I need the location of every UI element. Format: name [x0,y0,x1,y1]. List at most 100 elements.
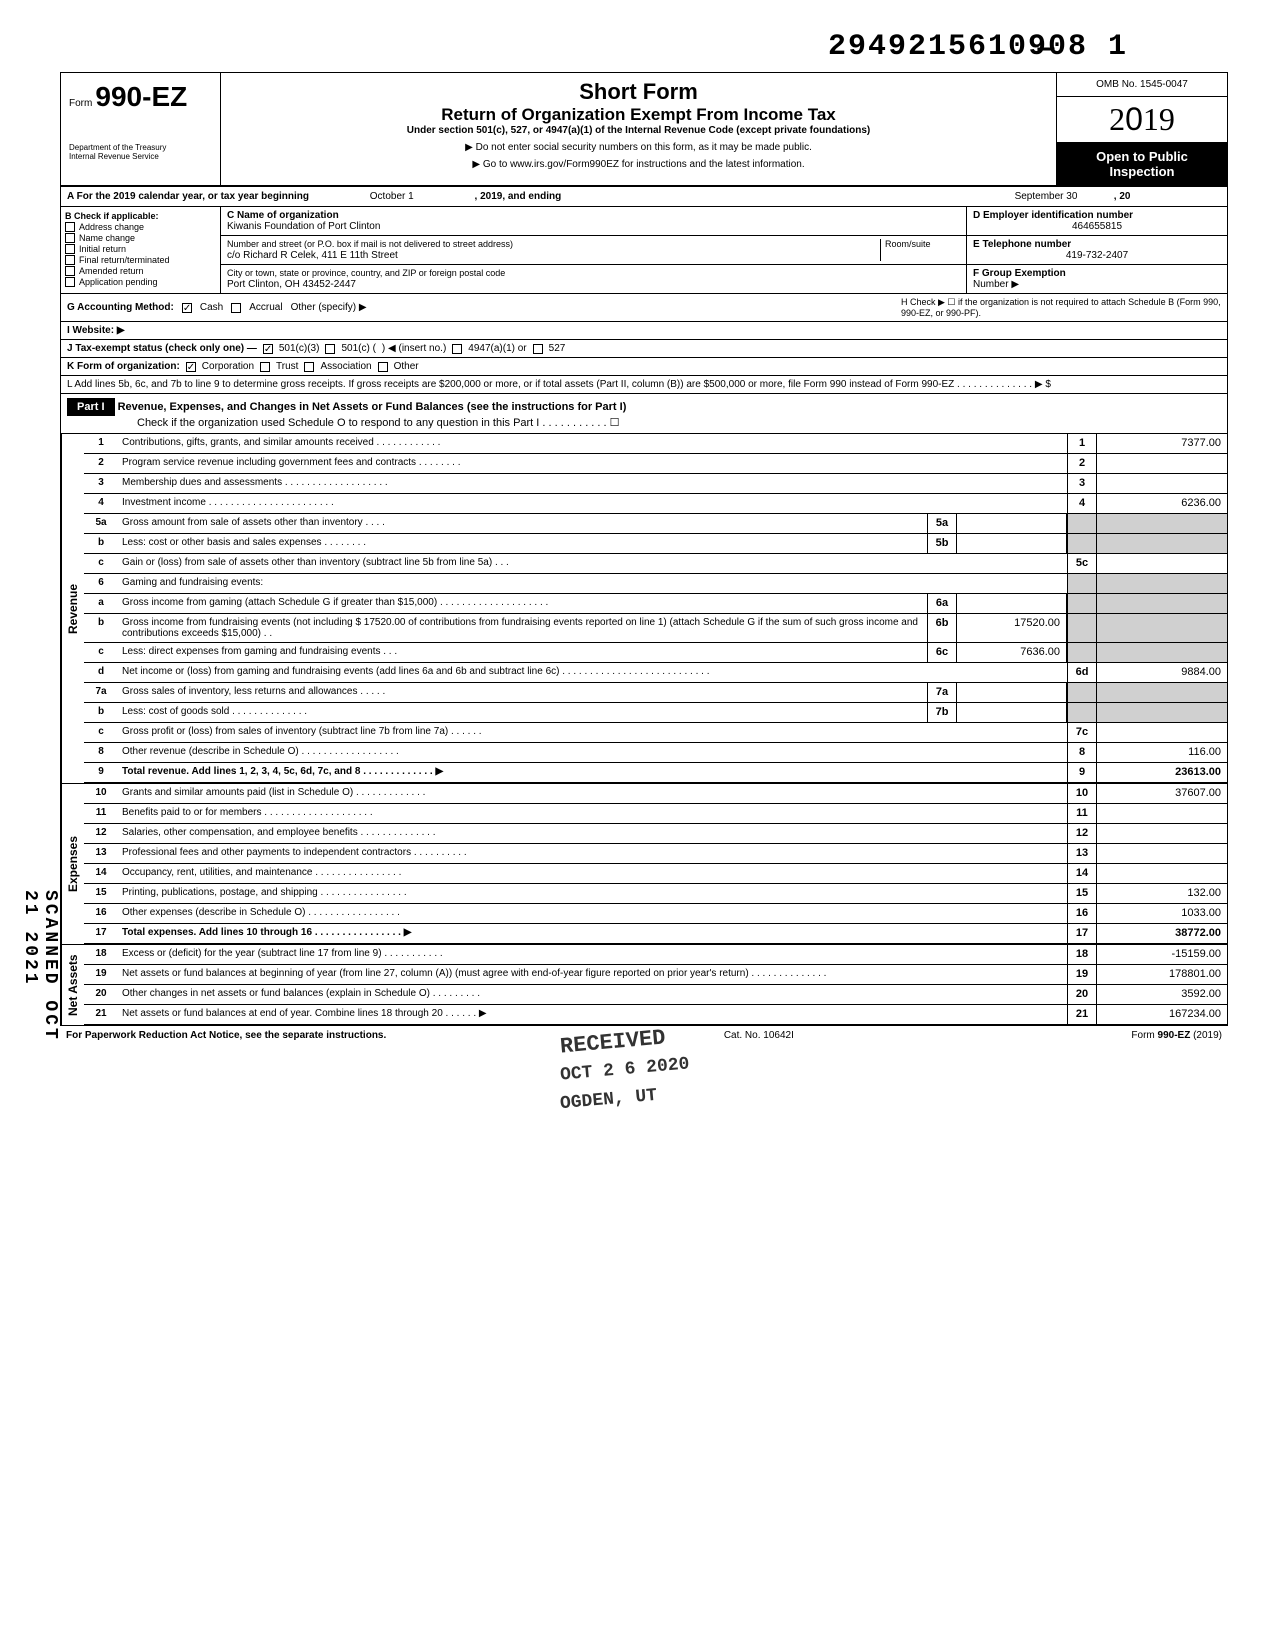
line-9: 9Total revenue. Add lines 1, 2, 3, 4, 5c… [84,763,1227,783]
j-label: J Tax-exempt status (check only one) — [67,343,257,354]
part1-check: Check if the organization used Schedule … [67,417,620,429]
line-c: cGain or (loss) from sale of assets othe… [84,554,1227,574]
mid-val [957,683,1067,702]
org-address: c/o Richard R Celek, 411 E 11th Street [227,250,398,261]
chk-address-change[interactable] [65,222,75,232]
line-num: 16 [84,904,118,923]
line-desc: Investment income . . . . . . . . . . . … [118,494,1067,513]
line-desc: Total expenses. Add lines 10 through 16 … [118,924,1067,943]
g-label: G Accounting Method: [67,302,174,313]
r-val-shaded [1097,514,1227,533]
footer-left: For Paperwork Reduction Act Notice, see … [66,1030,386,1041]
revenue-section: Revenue 1Contributions, gifts, grants, a… [61,434,1227,783]
line-num: 8 [84,743,118,762]
line-6: 6Gaming and fundraising events: [84,574,1227,594]
chk-501c3[interactable] [263,344,273,354]
chk-trust[interactable] [260,362,270,372]
line-17: 17Total expenses. Add lines 10 through 1… [84,924,1227,944]
netassets-label: Net Assets [61,945,84,1025]
r-num: 3 [1067,474,1097,493]
chk-initial-return[interactable] [65,244,75,254]
line-15: 15Printing, publications, postage, and s… [84,884,1227,904]
line-3: 3Membership dues and assessments . . . .… [84,474,1227,494]
open-public-2: Inspection [1063,164,1221,179]
line-a: aGross income from gaming (attach Schedu… [84,594,1227,614]
chk-other-org[interactable] [378,362,388,372]
lb-accrual: Accrual [249,302,282,313]
lb-application-pending: Application pending [79,277,158,287]
line-num: 18 [84,945,118,964]
org-city: Port Clinton, OH 43452-2447 [227,279,356,290]
lb-address-change: Address change [79,222,144,232]
chk-amended[interactable] [65,266,75,276]
mid-num: 5a [927,514,957,533]
r-num-shaded [1067,514,1097,533]
chk-501c[interactable] [325,344,335,354]
dept-treasury: Department of the Treasury [69,143,212,152]
chk-corp[interactable] [186,362,196,372]
r-num-shaded [1067,594,1097,613]
line-13: 13Professional fees and other payments t… [84,844,1227,864]
r-val-shaded [1097,703,1227,722]
line-desc: Gain or (loss) from sale of assets other… [118,554,1067,573]
header: Form 990-EZ Department of the Treasury I… [61,73,1227,187]
r-num: 8 [1067,743,1097,762]
r-num: 20 [1067,985,1097,1004]
chk-accrual[interactable] [231,303,241,313]
col-de: D Employer identification number46465581… [967,207,1227,293]
r-num-shaded [1067,683,1097,702]
chk-name-change[interactable] [65,233,75,243]
line-b: bLess: cost or other basis and sales exp… [84,534,1227,554]
chk-cash[interactable] [182,303,192,313]
line-4: 4Investment income . . . . . . . . . . .… [84,494,1227,514]
line-num: b [84,703,118,722]
line-num: 19 [84,965,118,984]
r-num: 5c [1067,554,1097,573]
i-label: I Website: ▶ [67,325,125,336]
col-b-title: B Check if applicable: [65,211,159,221]
line-desc: Gross profit or (loss) from sales of inv… [118,723,1067,742]
form-990ez: Form 990-EZ Department of the Treasury I… [60,72,1228,1026]
revenue-label: Revenue [61,434,84,783]
mid-val: 7636.00 [957,643,1067,662]
chk-final-return[interactable] [65,255,75,265]
chk-assoc[interactable] [304,362,314,372]
line-desc: Other revenue (describe in Schedule O) .… [118,743,1067,762]
r-val-shaded [1097,594,1227,613]
lb-final-return: Final return/terminated [79,255,170,265]
chk-4947[interactable] [452,344,462,354]
mid-val [957,703,1067,722]
expenses-section: Expenses 10Grants and similar amounts pa… [61,783,1227,944]
chk-527[interactable] [533,344,543,354]
r-num: 6d [1067,663,1097,682]
d-label: D Employer identification number [973,210,1133,221]
r-val-shaded [1097,534,1227,553]
r-num: 18 [1067,945,1097,964]
footer: For Paperwork Reduction Act Notice, see … [60,1026,1228,1045]
form-number: 990-EZ [95,81,187,112]
line-num: a [84,594,118,613]
org-name: Kiwanis Foundation of Port Clinton [227,221,380,232]
line-2: 2Program service revenue including gover… [84,454,1227,474]
r-num: 11 [1067,804,1097,823]
line-desc: Occupancy, rent, utilities, and maintena… [118,864,1067,883]
r-val-shaded [1097,643,1227,662]
tax-year-end: September 30 [981,191,1111,202]
title-cell: Short Form Return of Organization Exempt… [221,73,1057,185]
f-label: F Group Exemption [973,268,1066,279]
chk-application-pending[interactable] [65,277,75,287]
line-num: 11 [84,804,118,823]
line-desc: Net assets or fund balances at beginning… [118,965,1067,984]
r-num: 14 [1067,864,1097,883]
r-num: 19 [1067,965,1097,984]
line-num: 15 [84,884,118,903]
lb-assoc: Association [320,361,371,372]
r-val: 167234.00 [1097,1005,1227,1024]
line-b: bLess: cost of goods sold . . . . . . . … [84,703,1227,723]
r-val [1097,864,1227,883]
row-a-label: A For the 2019 calendar year, or tax yea… [67,191,309,202]
r-num-shaded [1067,703,1097,722]
line-5a: 5aGross amount from sale of assets other… [84,514,1227,534]
r-val: 6236.00 [1097,494,1227,513]
line-desc: Gross income from gaming (attach Schedul… [118,594,927,613]
